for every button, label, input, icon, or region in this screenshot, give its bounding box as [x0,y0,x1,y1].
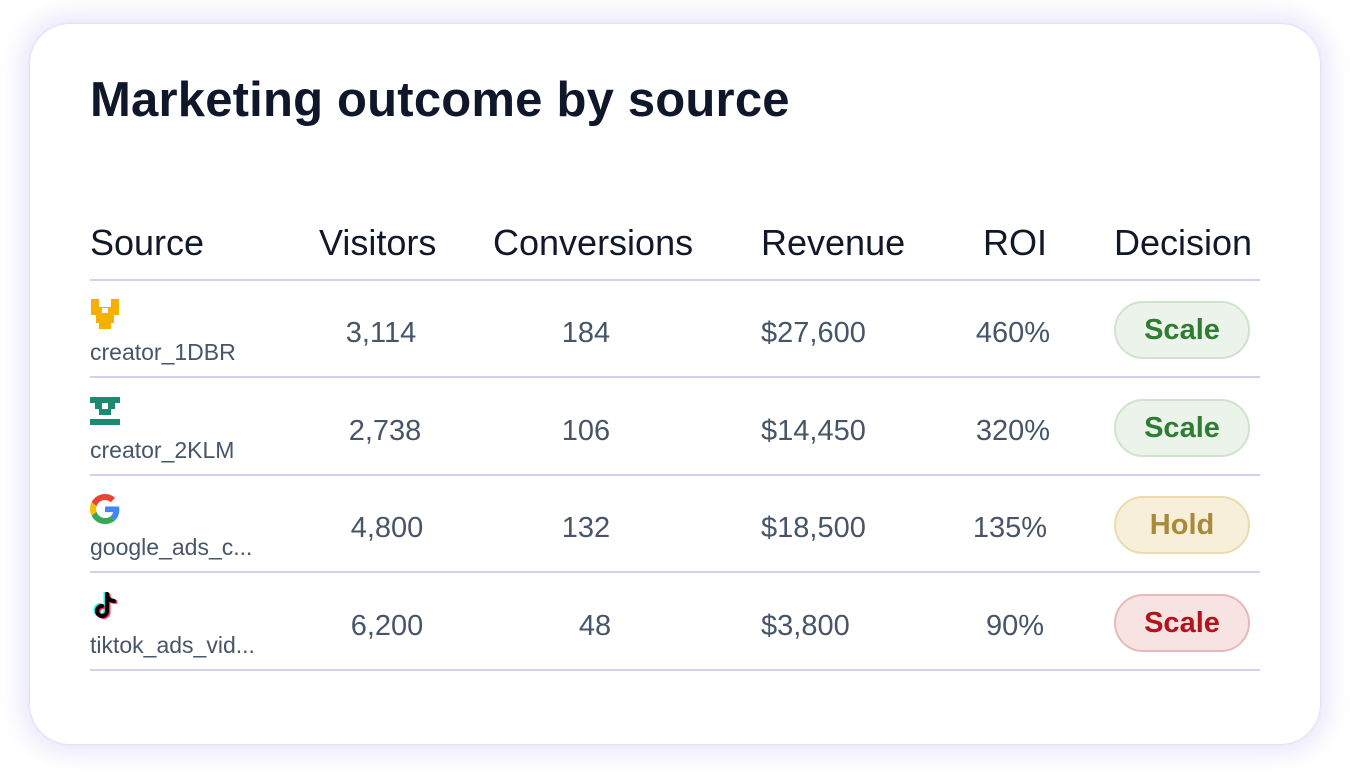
source-name: creator_2KLM [90,437,235,463]
google-icon [90,494,120,524]
revenue-value: $18,500 [761,512,866,544]
conversions-value: 106 [561,415,611,447]
visitors-value: 6,200 [350,610,424,642]
table-row[interactable]: creator_1DBR 3,114 184 $27,600 460% Scal… [30,281,1320,377]
column-header-visitors: Visitors [319,222,437,263]
conversions-value: 184 [561,317,611,349]
marketing-outcome-card: Marketing outcome by source Source Visit… [30,24,1320,744]
table-row[interactable]: creator_2KLM 2,738 106 $14,450 320% Scal… [30,379,1320,475]
source-name: google_ads_c... [90,534,253,560]
column-header-source: Source [90,222,205,263]
tiktok-icon [93,592,118,619]
decision-badge[interactable]: Scale [1114,301,1250,359]
visitors-value: 4,800 [350,512,424,544]
decision-badge[interactable]: Hold [1114,496,1250,554]
row-divider [90,571,1260,573]
revenue-value: $27,600 [761,317,866,349]
row-divider [90,669,1260,671]
visitors-value: 2,738 [348,415,422,447]
header-divider [90,279,1260,281]
row-divider [90,474,1260,476]
visitors-value: 3,114 [345,317,417,349]
revenue-value: $3,800 [761,610,850,642]
roi-value: 90% [985,610,1045,642]
page-title: Marketing outcome by source [90,73,790,127]
source-name: creator_1DBR [90,339,236,365]
column-header-conversions: Conversions [493,222,694,263]
conversions-value: 48 [578,610,612,642]
revenue-value: $14,450 [761,415,866,447]
table-row[interactable]: tiktok_ads_vid... 6,200 48 $3,800 90% Sc… [30,574,1320,670]
column-header-revenue: Revenue [761,222,906,263]
column-header-decision: Decision [1114,222,1253,263]
row-divider [90,376,1260,378]
creator-glyph-icon [91,299,119,329]
creator-glyph-icon [90,397,120,425]
conversions-value: 132 [561,512,611,544]
table-row[interactable]: google_ads_c... 4,800 132 $18,500 135% H… [30,476,1320,572]
source-name: tiktok_ads_vid... [90,632,255,658]
decision-badge[interactable]: Scale [1114,399,1250,457]
decision-badge[interactable]: Scale [1114,594,1250,652]
column-header-roi: ROI [983,222,1048,263]
roi-value: 320% [975,415,1051,447]
roi-value: 460% [975,317,1051,349]
roi-value: 135% [972,512,1048,544]
